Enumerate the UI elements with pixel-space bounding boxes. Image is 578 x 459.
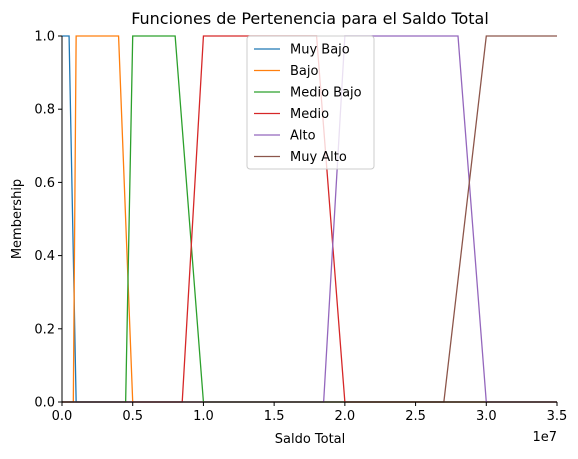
x-tick-label: 1.5 — [264, 409, 285, 424]
y-tick-label: 0.4 — [34, 249, 55, 264]
legend-label-bajo: Bajo — [290, 64, 318, 79]
legend-label-muy-bajo: Muy Bajo — [290, 43, 350, 58]
x-tick-label: 3.0 — [476, 409, 497, 424]
legend: Muy Bajo Bajo Medio Bajo Medio Alto Muy Alto — [246, 35, 375, 170]
x-tick-label: 2.5 — [405, 409, 426, 424]
y-tick-label: 0.8 — [34, 103, 55, 118]
chart-title: Funciones de Pertenencia para el Saldo T… — [131, 9, 489, 28]
y-tick-layer: 0.0 0.2 0.4 0.6 0.8 1.0 — [34, 30, 62, 411]
legend-box — [246, 35, 375, 170]
x-tick-label: 1.0 — [193, 409, 214, 424]
y-tick-label: 1.0 — [34, 30, 55, 45]
legend-label-alto: Alto — [290, 129, 316, 144]
legend-label-medio: Medio — [290, 107, 329, 122]
y-axis-label: Membership — [10, 179, 25, 259]
legend-label-medio-bajo: Medio Bajo — [290, 86, 362, 101]
x-axis-label: Saldo Total — [275, 432, 346, 447]
y-tick-label: 0.2 — [34, 322, 55, 337]
legend-items: Muy Bajo Bajo Medio Bajo Medio Alto Muy Alto — [254, 43, 362, 165]
x-tick-label: 0.0 — [52, 409, 73, 424]
x-offset-label: 1e7 — [532, 430, 557, 445]
legend-label-muy-alto: Muy Alto — [290, 150, 347, 165]
x-tick-label: 0.5 — [122, 409, 143, 424]
y-tick-label: 0.0 — [34, 396, 55, 411]
x-tick-layer: 0.0 0.5 1.0 1.5 2.0 2.5 3.0 3.5 — [52, 402, 568, 424]
x-tick-label: 3.5 — [547, 409, 568, 424]
x-tick-label: 2.0 — [335, 409, 356, 424]
y-tick-label: 0.6 — [34, 176, 55, 191]
